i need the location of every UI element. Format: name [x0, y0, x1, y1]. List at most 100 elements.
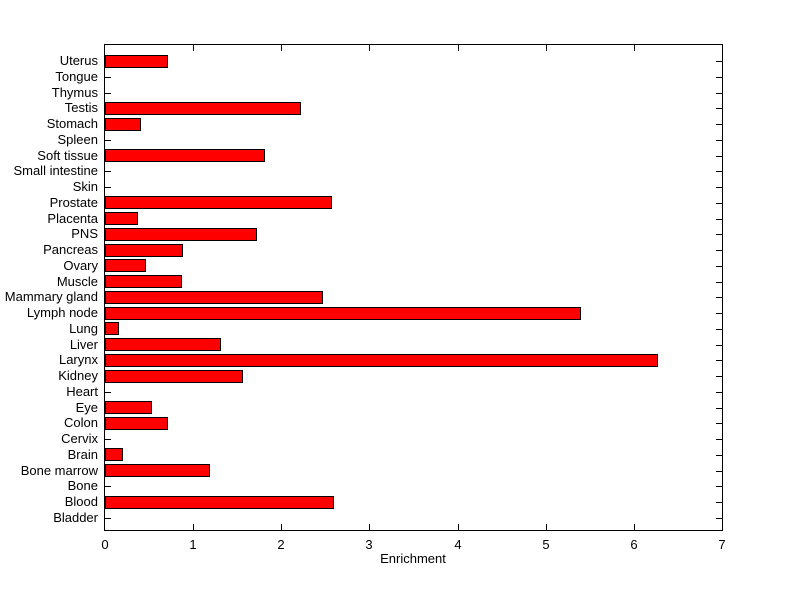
x-tick	[458, 45, 459, 51]
bar	[105, 149, 265, 162]
y-tick	[716, 156, 722, 157]
x-tick	[369, 524, 370, 530]
x-tick	[281, 45, 282, 51]
y-tick	[716, 360, 722, 361]
y-tick-label: Kidney	[58, 368, 98, 384]
y-tick-label: Liver	[69, 336, 98, 352]
y-tick	[716, 124, 722, 125]
y-tick	[716, 392, 722, 393]
y-tick	[716, 423, 722, 424]
y-tick-label: Bone	[67, 478, 98, 494]
x-tick	[634, 524, 635, 530]
y-tick	[716, 471, 722, 472]
bar	[105, 401, 152, 414]
y-tick	[105, 187, 111, 188]
bar	[105, 338, 221, 351]
bar	[105, 55, 168, 68]
y-tick-label: Eye	[75, 399, 98, 415]
y-tick	[716, 266, 722, 267]
y-tick-label: Small intestine	[13, 163, 98, 179]
x-tick-label: 1	[189, 537, 197, 552]
y-tick-label: Stomach	[46, 116, 98, 132]
x-tick-label: 6	[630, 537, 638, 552]
y-tick-label: Testis	[64, 100, 98, 116]
y-tick	[105, 486, 111, 487]
y-tick	[716, 93, 722, 94]
y-tick-label: Tongue	[55, 68, 98, 84]
y-tick-label: Skin	[72, 179, 98, 195]
bar	[105, 244, 183, 257]
bar	[105, 291, 323, 304]
bar	[105, 102, 301, 115]
bar	[105, 307, 581, 320]
y-tick-label: Colon	[64, 415, 98, 431]
y-tick-label: Spleen	[57, 131, 98, 147]
bar	[105, 464, 210, 477]
y-tick	[716, 203, 722, 204]
bar	[105, 118, 141, 131]
y-tick-label: PNS	[71, 226, 98, 242]
y-tick-label: Bone marrow	[20, 462, 98, 478]
y-tick	[716, 518, 722, 519]
x-tick-label: 4	[454, 537, 462, 552]
y-tick-label: Placenta	[47, 210, 98, 226]
y-tick	[105, 392, 111, 393]
y-tick	[716, 282, 722, 283]
x-tick-label: 5	[542, 537, 550, 552]
y-tick-label: Heart	[66, 383, 98, 399]
x-axis-title: Enrichment	[380, 551, 446, 566]
x-tick	[369, 45, 370, 51]
y-tick	[716, 376, 722, 377]
x-tick	[193, 524, 194, 530]
y-tick	[716, 250, 722, 251]
bar	[105, 259, 146, 272]
y-tick	[716, 234, 722, 235]
bar	[105, 228, 257, 241]
x-tick-label: 7	[718, 537, 726, 552]
plot-area	[104, 44, 723, 531]
y-tick-label: Cervix	[61, 431, 98, 447]
y-tick	[716, 408, 722, 409]
y-tick	[105, 171, 111, 172]
y-tick-label: Prostate	[49, 194, 98, 210]
x-tick	[634, 45, 635, 51]
y-tick	[105, 439, 111, 440]
y-tick	[716, 345, 722, 346]
x-tick-label: 2	[277, 537, 285, 552]
y-tick-label: Thymus	[51, 84, 98, 100]
y-tick	[716, 187, 722, 188]
y-tick	[105, 77, 111, 78]
y-tick	[716, 171, 722, 172]
x-tick	[546, 45, 547, 51]
bar	[105, 370, 243, 383]
y-tick	[716, 61, 722, 62]
y-tick	[716, 313, 722, 314]
y-tick-label: Mammary gland	[4, 289, 98, 305]
bar	[105, 417, 168, 430]
y-tick	[105, 518, 111, 519]
y-tick-label: Muscle	[56, 273, 98, 289]
y-tick-label: Uterus	[59, 53, 98, 68]
bar	[105, 496, 334, 509]
y-tick-label: Larynx	[58, 352, 98, 368]
y-tick	[716, 108, 722, 109]
bar	[105, 354, 658, 367]
y-tick	[105, 140, 111, 141]
y-tick	[716, 77, 722, 78]
bar	[105, 322, 119, 335]
y-tick-label: Bladder	[53, 510, 98, 525]
y-tick-label: Lymph node	[26, 305, 98, 321]
y-tick-label: Brain	[67, 446, 98, 462]
bar	[105, 212, 138, 225]
y-tick-label: Lung	[69, 320, 98, 336]
x-tick	[458, 524, 459, 530]
y-tick-label: Blood	[64, 494, 98, 510]
y-tick	[716, 486, 722, 487]
y-tick	[716, 140, 722, 141]
y-tick	[716, 329, 722, 330]
y-tick	[716, 297, 722, 298]
x-tick-label: 3	[365, 537, 373, 552]
bar	[105, 196, 332, 209]
y-tick	[716, 219, 722, 220]
